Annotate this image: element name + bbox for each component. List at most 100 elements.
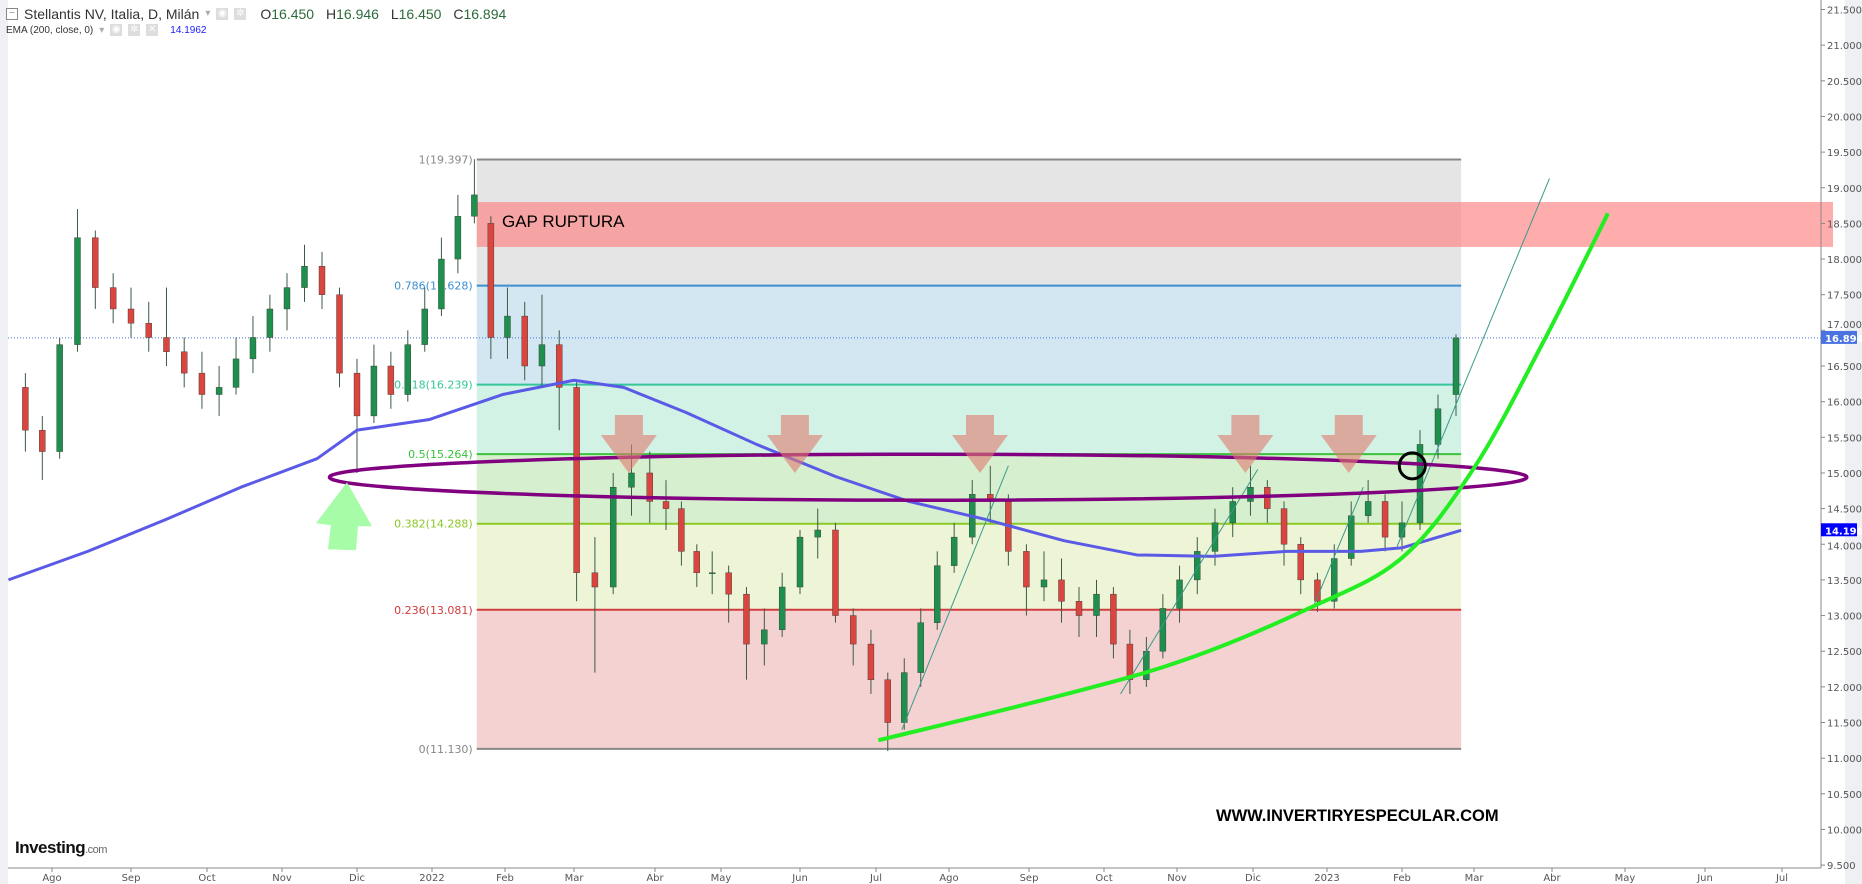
- x-tick-label: Nov: [1167, 873, 1187, 884]
- last-price-label-box: [1821, 330, 1857, 344]
- candle: [1416, 430, 1424, 530]
- candle-body: [646, 472, 653, 502]
- x-tick-label: Jul: [869, 873, 882, 884]
- candle-body: [796, 536, 804, 588]
- candle: [662, 480, 670, 530]
- candle: [1364, 480, 1372, 523]
- x-tick-label: Mar: [565, 873, 585, 884]
- candle-body: [301, 265, 308, 288]
- candle-body: [370, 365, 378, 417]
- chevron-down-icon[interactable]: ▾: [205, 8, 211, 19]
- y-tick-label: 13.000: [1827, 612, 1862, 623]
- gear-icon[interactable]: ✲: [128, 24, 141, 36]
- candle-body: [884, 679, 891, 723]
- candle-body: [198, 372, 206, 395]
- last-price-label: 16.894: [1825, 334, 1862, 345]
- candle-body: [454, 216, 462, 260]
- candle: [370, 344, 378, 424]
- candle-body: [336, 294, 343, 374]
- candle: [1280, 501, 1288, 566]
- candle: [556, 330, 563, 431]
- y-tick-label: 20.000: [1827, 112, 1862, 123]
- indicator-value: 14.1962: [170, 24, 207, 36]
- trend-line: [1396, 178, 1550, 547]
- candle: [471, 159, 478, 224]
- x-tick-label: Sep: [1020, 873, 1039, 884]
- candle: [743, 587, 750, 680]
- x-tick-label: 2022: [419, 873, 444, 884]
- y-tick-label: 13.500: [1827, 576, 1862, 587]
- y-tick-label: 17.500: [1827, 291, 1862, 302]
- candle: [573, 380, 580, 602]
- y-tick-label: 21.500: [1827, 6, 1862, 17]
- candle-body: [504, 315, 511, 338]
- x-tick-label: Jul: [1775, 873, 1788, 884]
- candle-body: [266, 308, 274, 338]
- y-tick-label: 17.000: [1827, 320, 1862, 331]
- candle: [646, 451, 653, 523]
- fib-level-label: 0.618(16.239): [394, 379, 473, 392]
- candle-body: [917, 622, 924, 673]
- y-tick-label: 14.000: [1827, 541, 1862, 552]
- fib-zone: [476, 609, 1462, 749]
- candle: [1297, 537, 1304, 595]
- x-tick-label: Abr: [646, 873, 664, 884]
- candle-body: [573, 387, 580, 573]
- candle: [180, 337, 188, 388]
- candle-body: [1229, 501, 1236, 524]
- x-tick-label: Sep: [122, 873, 141, 884]
- candle: [454, 194, 462, 274]
- candle: [1110, 587, 1117, 659]
- watermark-url: WWW.INVERTIRYESPECULAR.COM: [1216, 807, 1499, 825]
- candle: [778, 572, 786, 637]
- candle-body: [709, 572, 716, 574]
- y-tick-label: 12.000: [1827, 683, 1862, 694]
- candle: [796, 529, 804, 595]
- candle: [761, 608, 768, 666]
- candle: [1381, 494, 1389, 552]
- close-icon[interactable]: ✕: [146, 24, 159, 36]
- eye-icon[interactable]: ◉: [110, 24, 123, 36]
- candle-body: [725, 572, 732, 595]
- candle-body: [867, 643, 875, 680]
- x-tick-label: Oct: [198, 873, 215, 884]
- candle: [249, 316, 257, 374]
- candle-body: [127, 308, 135, 324]
- candle: [22, 373, 29, 452]
- close-value: 16.894: [463, 5, 507, 22]
- candle-body: [1176, 579, 1183, 609]
- investing-logo: Investing.com: [15, 838, 107, 857]
- candle-body: [1058, 579, 1065, 602]
- candle-body: [283, 287, 291, 310]
- x-tick-label: Feb: [496, 873, 514, 884]
- down-arrow-icon: [1217, 414, 1274, 473]
- trend-line: [1120, 469, 1259, 695]
- high-value: 16.946: [336, 5, 379, 22]
- candle: [709, 551, 716, 595]
- candle-body: [1398, 522, 1406, 538]
- ohlc-values: O16.450 H16.946 L16.450 C16.894: [260, 5, 507, 22]
- eye-icon[interactable]: ◉: [216, 7, 229, 20]
- fib-level-label: 0.5(15.264): [408, 448, 473, 461]
- candle: [232, 337, 240, 395]
- candle-body: [521, 315, 528, 367]
- candle-body: [1110, 593, 1117, 645]
- candle: [109, 273, 117, 324]
- y-tick-label: 20.500: [1827, 77, 1862, 88]
- gear-icon[interactable]: ✲: [234, 7, 247, 20]
- collapse-icon[interactable]: −: [6, 7, 18, 20]
- candle: [867, 629, 875, 694]
- y-tick-label: 15.000: [1827, 469, 1862, 480]
- candle-body: [609, 487, 617, 588]
- candle-body: [850, 615, 857, 645]
- candle-body: [814, 529, 821, 538]
- candle: [1093, 579, 1100, 637]
- chevron-down-icon[interactable]: ▾: [99, 24, 105, 36]
- fib-level-label: 0.786(17.628): [394, 280, 473, 293]
- open-value: 16.450: [271, 5, 315, 22]
- candle: [1398, 501, 1406, 552]
- fib-level-label: 0.382(14.288): [394, 518, 473, 531]
- candle: [145, 301, 152, 352]
- candle: [336, 287, 343, 388]
